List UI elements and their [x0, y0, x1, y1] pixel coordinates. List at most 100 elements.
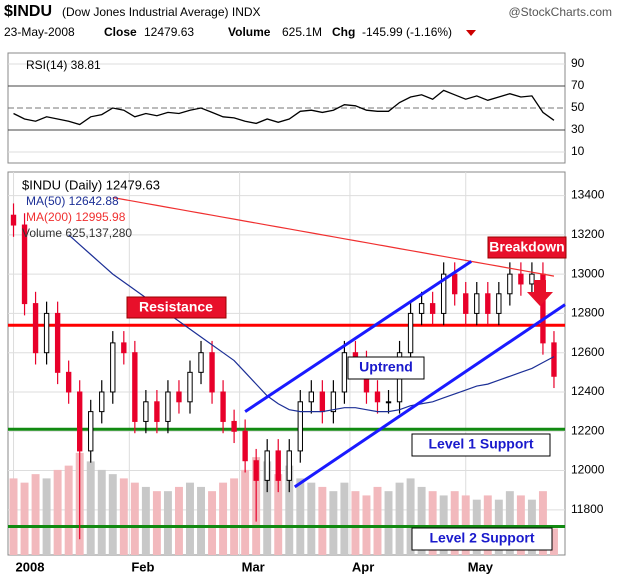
rsi-line	[13, 89, 555, 126]
y-tick-label: 13000	[571, 266, 605, 280]
candle-body	[264, 450, 270, 481]
y-tick-label: 10	[571, 144, 585, 158]
candle-body	[485, 293, 491, 314]
candle-body	[418, 303, 425, 314]
candle-body	[507, 273, 513, 295]
volume-bar	[186, 482, 194, 555]
volume-label: Volume	[228, 25, 271, 39]
candle-body	[209, 352, 215, 393]
candle-body	[440, 273, 447, 314]
uptrend-label: Uptrend	[359, 359, 413, 375]
candle-body	[319, 391, 326, 413]
volume-bar	[450, 491, 459, 555]
x-tick-label: Mar	[242, 559, 265, 574]
y-tick-label: 12000	[571, 463, 605, 477]
y-tick-label: 12600	[571, 345, 605, 359]
volume-bar	[42, 478, 51, 555]
close-value: 12479.63	[144, 25, 194, 39]
resistance-label: Resistance	[139, 299, 213, 315]
x-tick-label: Apr	[352, 559, 374, 574]
rsi-legend: RSI(14) 38.81	[26, 58, 101, 72]
candle-body	[154, 401, 160, 422]
resistance-box	[126, 296, 227, 319]
x-tick-label: Feb	[131, 559, 154, 574]
volume-bar	[20, 482, 29, 555]
level1-box	[411, 433, 551, 457]
volume-bar	[373, 486, 382, 555]
volume-bar	[538, 491, 547, 555]
y-tick-label: 70	[571, 78, 585, 92]
volume-bar	[274, 474, 283, 555]
candle-body	[21, 224, 28, 305]
candle-body	[65, 371, 72, 393]
volume-bar	[197, 486, 205, 555]
volume-bar	[230, 478, 239, 555]
arrow	[527, 280, 553, 306]
volume-bar	[174, 486, 183, 555]
y-tick-label: 13400	[571, 188, 605, 202]
volume-bar	[406, 478, 415, 555]
candle-body	[121, 342, 127, 354]
volume-bar	[152, 491, 161, 555]
source: @StockCharts.com	[508, 5, 612, 19]
volume-bar	[263, 461, 272, 555]
volume-bar	[505, 491, 514, 555]
candle-body	[341, 352, 348, 393]
candle-body	[330, 391, 337, 413]
volume-bar	[141, 486, 150, 555]
volume-bar	[53, 469, 62, 555]
chg-label: Chg	[332, 25, 355, 39]
x-tick-label: 2008	[16, 559, 45, 574]
volume-bar	[31, 474, 40, 555]
candle-body	[496, 293, 502, 314]
candle-body	[231, 420, 237, 432]
candle-body	[10, 214, 17, 226]
down-marker	[466, 30, 476, 36]
candle-body	[385, 401, 392, 404]
volume-bar	[296, 478, 305, 555]
candle-body	[99, 391, 105, 413]
candle-body	[132, 352, 138, 422]
volume-bar	[329, 491, 338, 555]
candle-body	[220, 391, 226, 422]
candle-body	[463, 293, 469, 314]
ma200-legend: MA(200) 12995.98	[26, 210, 126, 224]
trendline	[293, 303, 566, 489]
candle-body	[374, 391, 381, 403]
volume-bar	[64, 465, 73, 555]
trendline	[244, 260, 473, 413]
candle-body	[165, 391, 171, 422]
candle-body	[77, 391, 83, 452]
volume-bar	[9, 478, 18, 555]
y-tick-label: 12200	[571, 423, 605, 437]
y-tick-label: 12800	[571, 306, 605, 320]
y-tick-label: 30	[571, 122, 585, 136]
volume-bar	[318, 486, 327, 555]
chg-value: -145.99 (-1.16%)	[362, 25, 452, 39]
volume-bar	[163, 491, 172, 555]
index-name: (Dow Jones Industrial Average) INDX	[62, 5, 261, 19]
close-label: Close	[104, 25, 137, 39]
y-tick-label: 13200	[571, 227, 605, 241]
volume-bar	[208, 491, 217, 555]
uptrend-box	[347, 356, 425, 380]
candle-body	[242, 430, 248, 462]
volume-bar	[549, 528, 558, 555]
candle-body	[54, 312, 61, 373]
level2-label: Level 2 Support	[429, 530, 534, 546]
candle-body	[452, 273, 458, 295]
candle-body	[275, 450, 281, 481]
candle-body	[474, 293, 480, 314]
candle-body	[286, 450, 292, 481]
candle-body	[88, 411, 94, 452]
symbol: $INDU	[4, 3, 52, 20]
volume-bar	[219, 482, 228, 555]
volume-bar	[285, 465, 294, 555]
volume-bar	[130, 482, 139, 555]
candle-body	[176, 391, 182, 403]
candle-body	[529, 273, 535, 285]
volume-bar	[97, 469, 106, 555]
volume-bar	[340, 482, 349, 555]
y-tick-label: 11800	[571, 502, 604, 516]
candle-body	[253, 460, 259, 481]
